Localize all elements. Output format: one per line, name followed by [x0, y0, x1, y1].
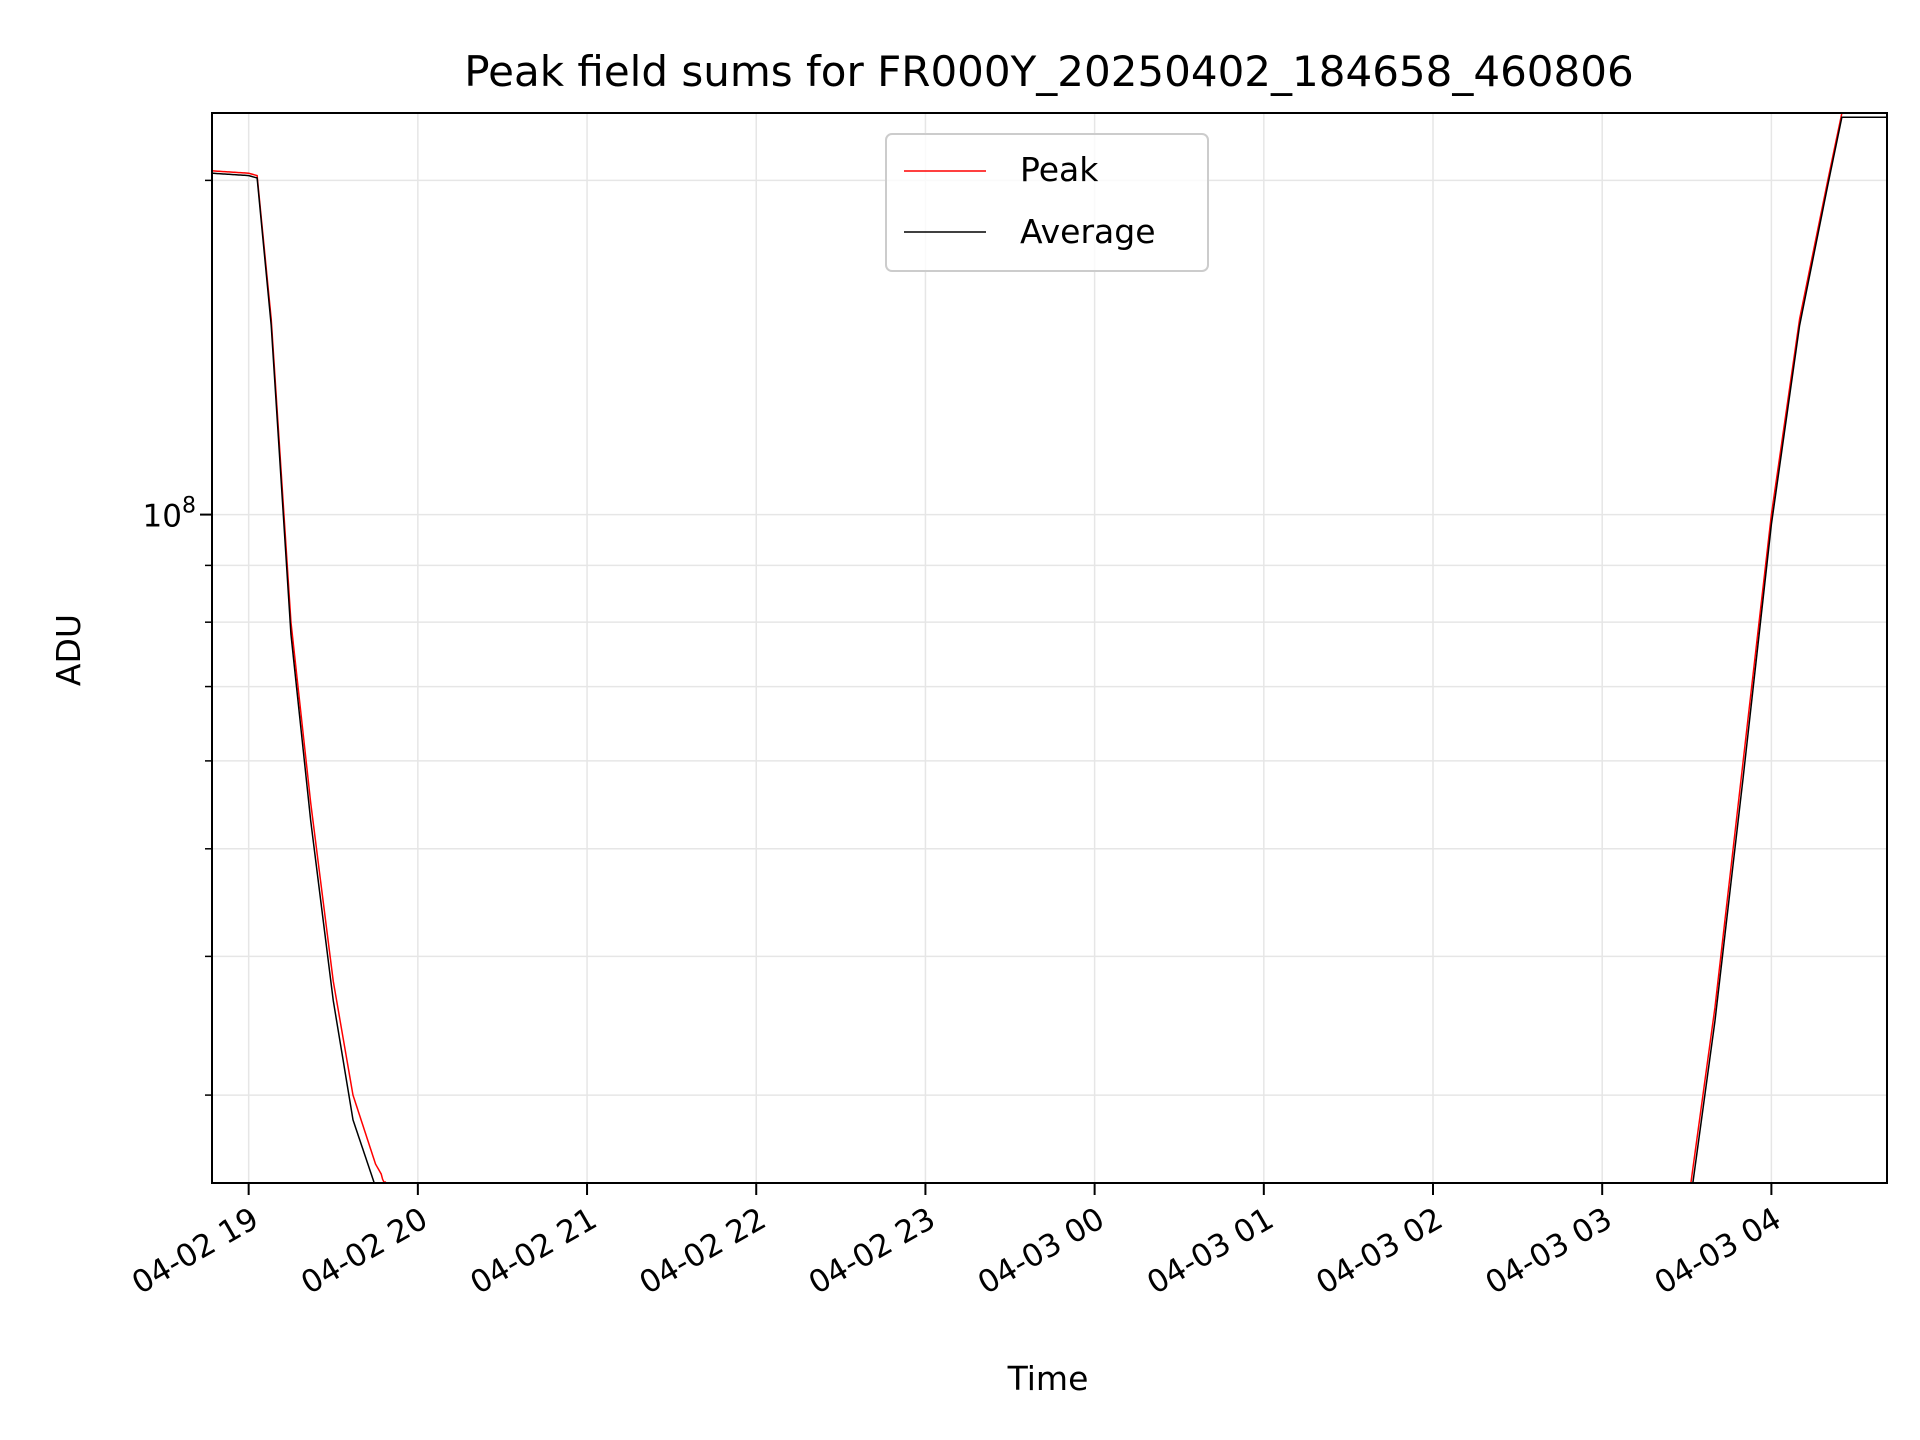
legend-box: [885, 133, 1209, 272]
legend-label-average: Average: [1020, 212, 1156, 251]
grid: [212, 113, 1887, 1183]
y-tick-label: 108: [143, 494, 196, 535]
x-axis-label: Time: [1007, 1359, 1089, 1398]
plot-frame: [211, 112, 1888, 1184]
y-axis-label: ADU: [49, 614, 88, 686]
legend: Peak Average: [885, 133, 1209, 272]
chart-title: Peak field sums for FR000Y_20250402_1846…: [464, 47, 1633, 96]
legend-label-peak: Peak: [1020, 150, 1099, 189]
y-axis: 108: [143, 179, 212, 1096]
